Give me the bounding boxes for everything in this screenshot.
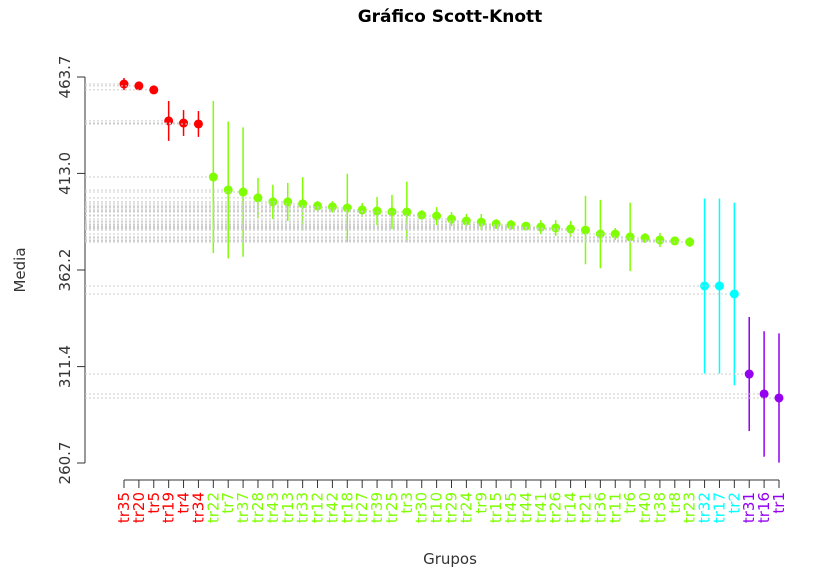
x-tick-label: tr9	[472, 492, 490, 514]
y-tick-label: 362.2	[56, 249, 74, 292]
x-tick-label: tr17	[710, 492, 728, 523]
point	[759, 389, 769, 399]
point	[610, 229, 620, 239]
point	[700, 281, 710, 291]
x-tick-label: tr41	[532, 492, 550, 523]
x-tick-label: tr36	[591, 492, 609, 523]
point	[670, 236, 680, 246]
x-tick-label: tr21	[576, 492, 594, 523]
x-tick-label: tr1	[770, 492, 788, 514]
chart-title: Gráfico Scott-Knott	[358, 7, 543, 27]
point	[223, 185, 233, 195]
x-tick-label: tr39	[368, 492, 386, 523]
x-tick-label: tr19	[160, 492, 178, 523]
x-tick-label: tr34	[189, 492, 207, 523]
x-tick-label: tr45	[502, 492, 520, 523]
x-tick-label: tr43	[264, 492, 282, 523]
point	[566, 224, 576, 234]
x-tick-label: tr20	[130, 492, 148, 523]
x-tick-label: tr7	[219, 492, 237, 514]
x-tick-label: tr14	[562, 492, 580, 523]
x-tick-label: tr5	[145, 492, 163, 514]
x-tick-label: tr10	[428, 492, 446, 523]
x-axis-label: Grupos	[423, 550, 477, 568]
x-tick-label: tr31	[740, 492, 758, 523]
x-tick-label: tr4	[175, 492, 193, 514]
point	[655, 235, 665, 245]
x-tick-label: tr15	[487, 492, 505, 523]
x-tick-label: tr30	[413, 492, 431, 523]
x-tick-label: tr42	[323, 492, 341, 523]
point	[193, 119, 203, 129]
x-tick-label: tr23	[681, 492, 699, 523]
point	[208, 172, 218, 182]
y-tick-label: 463.7	[56, 56, 74, 99]
point	[149, 85, 159, 95]
x-tick-label: tr44	[517, 492, 535, 523]
point	[551, 223, 561, 233]
x-tick-label: tr2	[725, 492, 743, 514]
point	[476, 217, 486, 227]
point	[372, 206, 382, 216]
x-tick-label: tr28	[249, 492, 267, 523]
point	[327, 202, 337, 212]
point	[119, 79, 129, 89]
x-tick-label: tr24	[457, 492, 475, 523]
point	[595, 229, 605, 239]
point	[253, 193, 263, 203]
x-tick-label: tr27	[353, 492, 371, 523]
x-tick-label: tr8	[666, 492, 684, 514]
x-tick-label: tr12	[309, 492, 327, 523]
point	[402, 207, 412, 217]
point	[580, 225, 590, 235]
x-tick-label: tr3	[398, 492, 416, 514]
x-tick-label: tr6	[621, 492, 639, 514]
point	[432, 211, 442, 221]
point	[625, 232, 635, 242]
y-tick-label: 311.4	[56, 345, 74, 388]
x-tick-label: tr35	[115, 492, 133, 523]
point	[357, 205, 367, 215]
point	[298, 199, 308, 209]
point	[744, 369, 754, 379]
y-tick-label: 413.0	[56, 152, 74, 195]
point	[714, 281, 724, 291]
x-tick-label: tr32	[696, 492, 714, 523]
x-tick-label: tr16	[755, 492, 773, 523]
x-tick-label: tr11	[606, 492, 624, 523]
point	[179, 118, 189, 128]
x-tick-label: tr33	[294, 492, 312, 523]
point	[387, 207, 397, 217]
point	[521, 221, 531, 231]
point	[313, 201, 323, 211]
x-tick-label: tr18	[338, 492, 356, 523]
x-tick-label: tr13	[279, 492, 297, 523]
point	[283, 197, 293, 207]
x-tick-label: tr25	[383, 492, 401, 523]
point	[774, 393, 784, 403]
x-tick-label: tr22	[204, 492, 222, 523]
point	[461, 216, 471, 226]
point	[685, 237, 695, 247]
point	[238, 187, 248, 197]
point	[729, 289, 739, 299]
point	[417, 210, 427, 220]
point	[134, 81, 144, 91]
x-tick-label: tr37	[234, 492, 252, 523]
x-tick-label: tr38	[651, 492, 669, 523]
x-tick-label: tr40	[636, 492, 654, 523]
y-tick-label: 260.7	[56, 442, 74, 485]
x-tick-label: tr26	[547, 492, 565, 523]
y-axis-label: Media	[11, 247, 29, 292]
x-tick-label: tr29	[443, 492, 461, 523]
